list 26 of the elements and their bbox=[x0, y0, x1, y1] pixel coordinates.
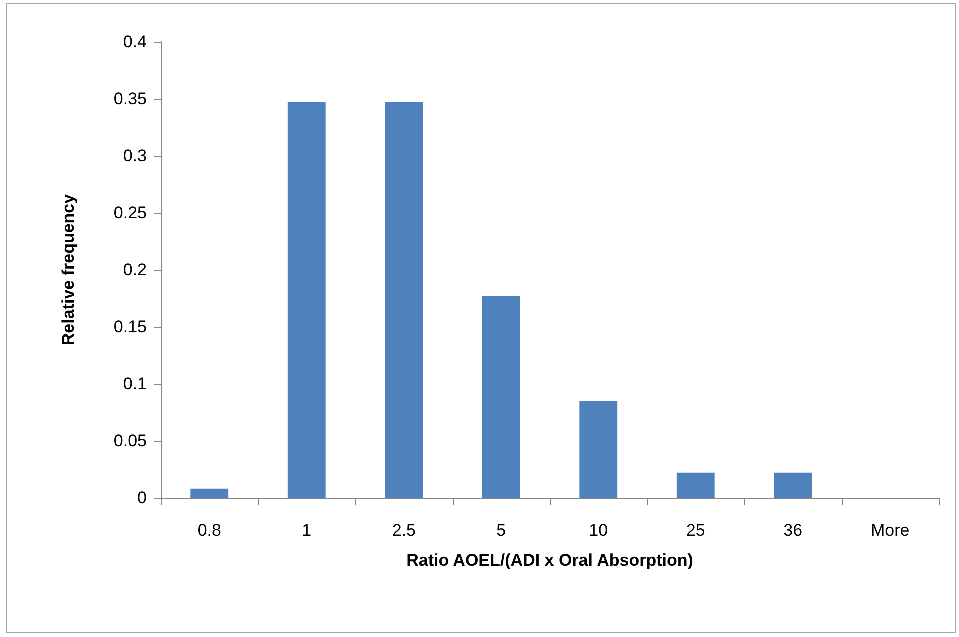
bar bbox=[774, 472, 812, 498]
y-tick-label: 0.05 bbox=[114, 432, 147, 450]
y-tick-label: 0.35 bbox=[114, 90, 147, 108]
y-tick-label: 0.2 bbox=[123, 260, 147, 280]
x-axis-title: Ratio AOEL/(ADI x Oral Absorption) bbox=[406, 551, 694, 570]
y-tick-label: 0.4 bbox=[123, 32, 147, 52]
y-tick-label: 0 bbox=[138, 488, 147, 508]
x-tick-label: 1 bbox=[302, 521, 312, 540]
bar bbox=[580, 401, 618, 498]
bar bbox=[288, 102, 326, 498]
x-tick-label: 0.8 bbox=[198, 521, 222, 540]
bar bbox=[190, 488, 229, 498]
y-axis-title: Relative frequency bbox=[59, 194, 78, 346]
x-tick-label: 5 bbox=[496, 521, 506, 540]
x-tick-label: More bbox=[871, 521, 910, 540]
bar bbox=[385, 102, 424, 498]
x-tick-label: 2.5 bbox=[392, 521, 416, 540]
y-tick-label: 0.15 bbox=[114, 318, 147, 336]
y-tick-label: 0.1 bbox=[123, 374, 147, 394]
x-tick-label: 25 bbox=[686, 521, 706, 540]
x-tick-label: 36 bbox=[784, 521, 803, 540]
x-tick-label: 10 bbox=[589, 521, 608, 540]
y-tick-label: 0.25 bbox=[114, 204, 147, 222]
y-tick-label: 0.3 bbox=[123, 146, 147, 166]
bar bbox=[676, 472, 715, 498]
bar bbox=[482, 296, 520, 498]
